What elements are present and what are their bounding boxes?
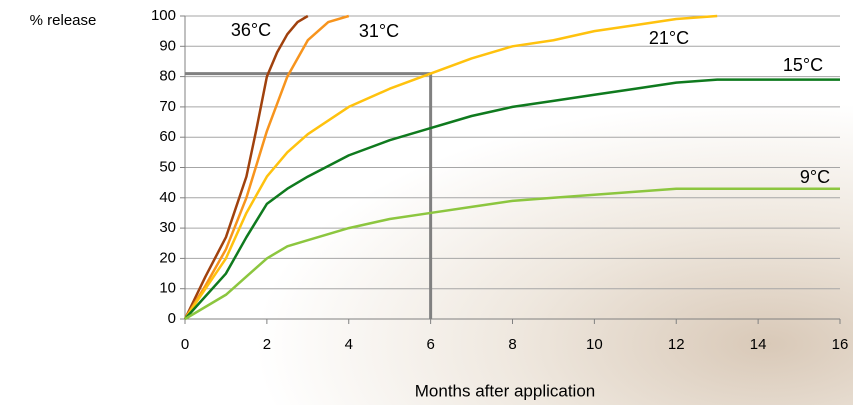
x-tick-label: 12 — [668, 336, 685, 353]
series-label: 36°C — [231, 20, 271, 40]
y-tick-label: 0 — [168, 310, 176, 327]
y-tick-label: 90 — [159, 37, 176, 54]
y-tick-label: 20 — [159, 249, 176, 266]
x-tick-label: 4 — [345, 336, 353, 353]
y-tick-label: 40 — [159, 189, 176, 206]
y-tick-label: 10 — [159, 280, 176, 297]
y-axis-label: % release — [30, 12, 97, 29]
y-tick-label: 50 — [159, 158, 176, 175]
x-tick-label: 16 — [832, 336, 849, 353]
chart: % release Months after application 01020… — [0, 0, 853, 405]
x-tick-label: 6 — [426, 336, 434, 353]
x-axis-label: Months after application — [415, 381, 596, 400]
x-tick-label: 0 — [181, 336, 189, 353]
series-label: 15°C — [783, 55, 823, 75]
y-tick-label: 80 — [159, 68, 176, 85]
x-tick-label: 14 — [750, 336, 767, 353]
y-tick-label: 60 — [159, 128, 176, 145]
page: % release Months after application 01020… — [0, 0, 853, 405]
series-label: 21°C — [649, 28, 689, 48]
y-tick-label: 30 — [159, 219, 176, 236]
series-label: 9°C — [800, 167, 830, 187]
x-tick-label: 8 — [508, 336, 516, 353]
x-tick-label: 10 — [586, 336, 603, 353]
y-tick-label: 100 — [151, 7, 176, 24]
y-tick-label: 70 — [159, 98, 176, 115]
series-label: 31°C — [359, 21, 399, 41]
x-tick-label: 2 — [263, 336, 271, 353]
